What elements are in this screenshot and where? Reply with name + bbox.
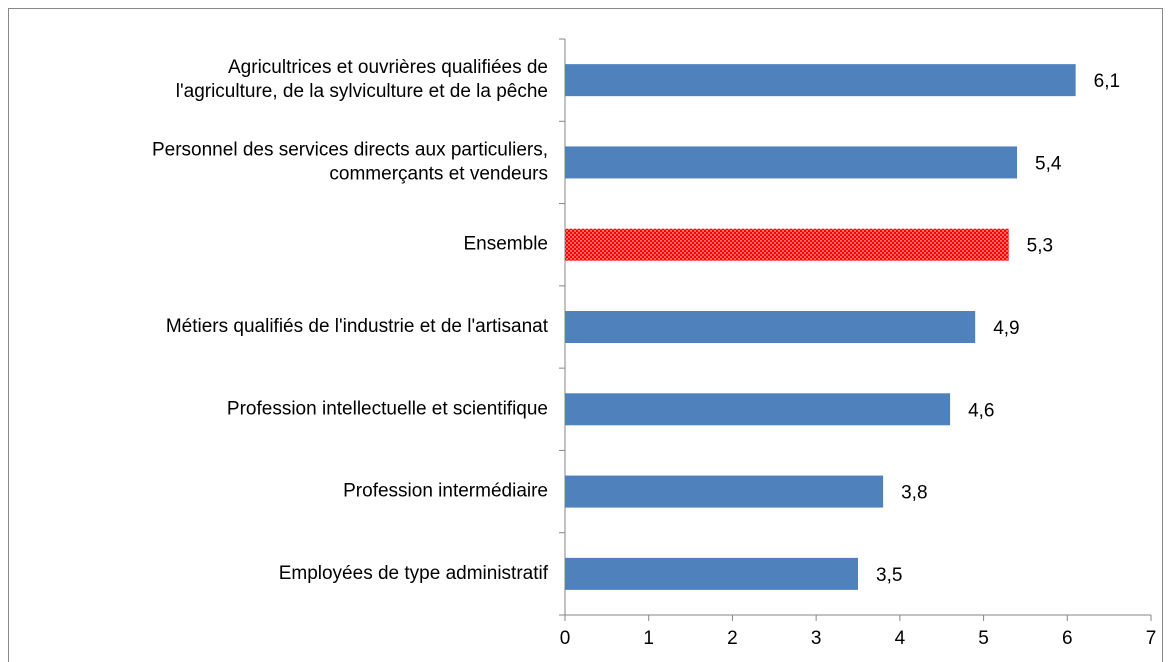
y-tick-label: Profession intermédiaire <box>343 481 548 502</box>
bar <box>565 146 1018 179</box>
chart-frame <box>8 8 1163 662</box>
x-tick-label: 7 <box>1146 628 1157 649</box>
x-tick-label: 1 <box>643 628 654 649</box>
bar <box>565 311 976 343</box>
value-label: 5,4 <box>1035 153 1062 174</box>
value-label: 3,5 <box>876 565 902 586</box>
x-tick-label: 4 <box>895 628 906 649</box>
x-tick-label: 0 <box>560 628 571 649</box>
value-label: 4,6 <box>968 400 994 421</box>
x-tick-label: 5 <box>978 628 989 649</box>
y-tick-label: Agricultrices et ouvrières qualifiées de <box>228 57 548 78</box>
x-tick-label: 3 <box>811 628 822 649</box>
x-tick-label: 6 <box>1062 628 1073 649</box>
value-label: 4,9 <box>993 318 1019 339</box>
value-label: 3,8 <box>901 483 927 504</box>
bar <box>565 393 951 426</box>
y-tick-label: Métiers qualifiés de l'industrie et de l… <box>166 316 549 337</box>
y-tick-label: Ensemble <box>464 234 549 255</box>
bar <box>565 475 884 508</box>
value-label: 5,3 <box>1027 236 1053 257</box>
y-tick-label: commerçants et vendeurs <box>329 163 548 184</box>
y-tick-label: Profession intellectuelle et scientifiqu… <box>227 398 548 419</box>
y-tick-label: Employées de type administratif <box>279 563 549 584</box>
value-label: 6,1 <box>1094 71 1120 92</box>
bar <box>565 228 1009 261</box>
x-tick-label: 2 <box>727 628 738 649</box>
y-tick-label: l'agriculture, de la sylviculture et de … <box>176 81 548 102</box>
y-tick-label: Personnel des services directs aux parti… <box>152 139 548 160</box>
bar <box>565 64 1076 97</box>
bar <box>565 557 858 590</box>
